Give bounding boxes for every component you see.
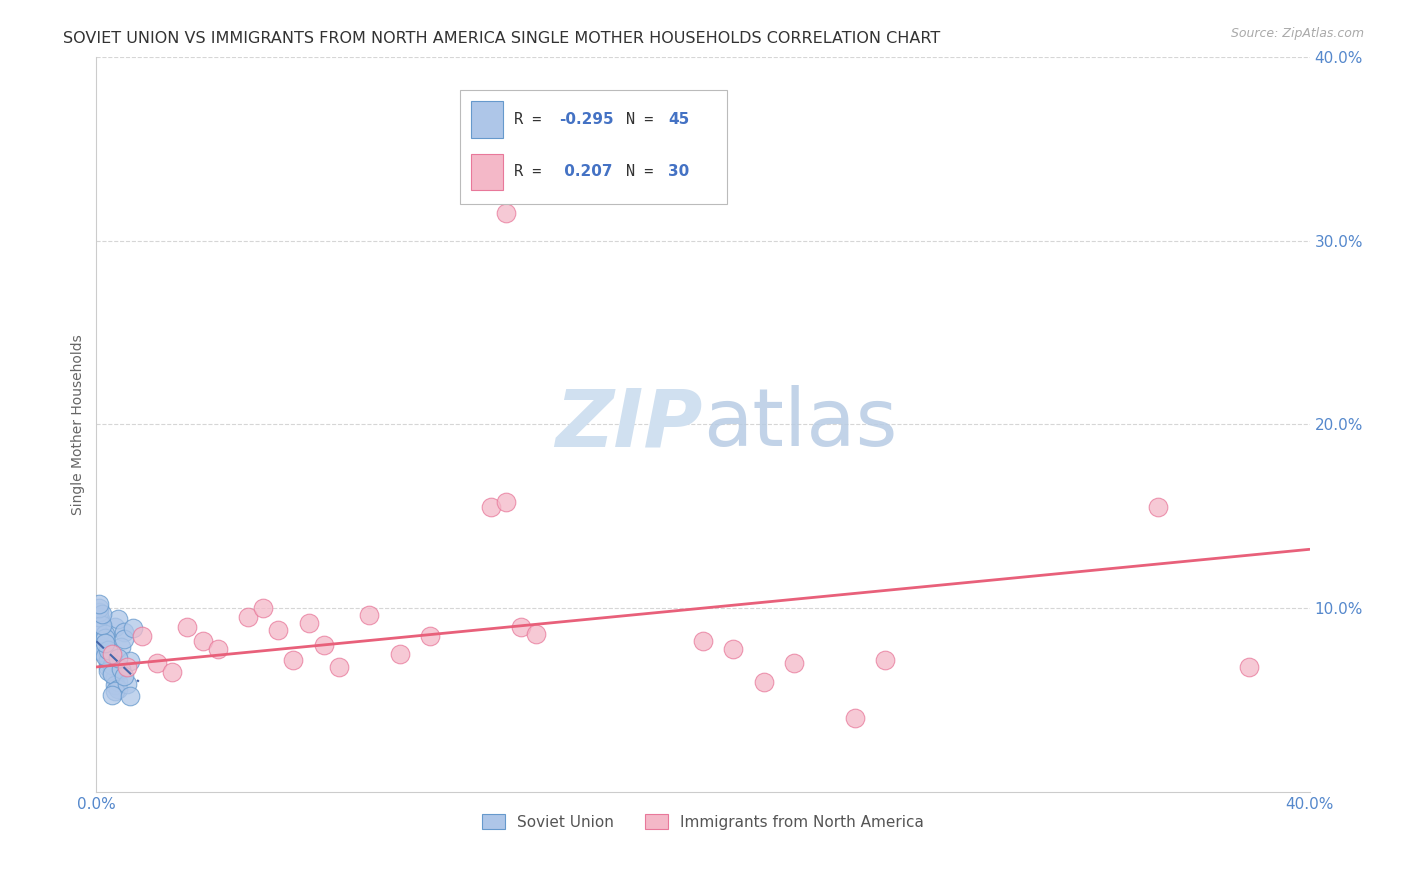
Point <box>91 624 114 638</box>
Point <box>207 641 229 656</box>
Text: SOVIET UNION VS IMMIGRANTS FROM NORTH AMERICA SINGLE MOTHER HOUSEHOLDS CORRELATI: SOVIET UNION VS IMMIGRANTS FROM NORTH AM… <box>63 31 941 46</box>
Point <box>91 634 114 648</box>
Point <box>312 638 335 652</box>
Point <box>97 652 120 666</box>
Point <box>94 631 117 645</box>
Legend: Soviet Union, Immigrants from North America: Soviet Union, Immigrants from North Amer… <box>477 807 929 836</box>
Point <box>97 643 120 657</box>
Point <box>112 669 135 683</box>
Point <box>89 601 111 615</box>
Point <box>252 601 274 615</box>
Point <box>388 647 411 661</box>
Point <box>100 688 122 702</box>
Point <box>131 629 153 643</box>
Point <box>283 652 305 666</box>
Point <box>267 624 290 638</box>
Point <box>1147 500 1170 514</box>
Point <box>873 652 896 666</box>
Point <box>495 206 517 220</box>
Point <box>118 655 141 669</box>
Point <box>176 619 198 633</box>
Point <box>510 619 533 633</box>
Point <box>97 657 120 671</box>
Point <box>94 636 117 650</box>
Point <box>524 627 547 641</box>
Text: atlas: atlas <box>703 385 897 463</box>
Point <box>118 690 141 704</box>
Point <box>160 665 183 680</box>
Point <box>121 621 143 635</box>
Point <box>97 664 120 678</box>
Point <box>91 617 114 632</box>
Point <box>103 678 125 692</box>
Point <box>723 641 745 656</box>
Point <box>100 658 122 673</box>
Point <box>100 650 122 665</box>
Point <box>100 647 122 661</box>
Point <box>100 667 122 681</box>
Text: ZIP: ZIP <box>555 385 703 463</box>
Point <box>692 634 714 648</box>
Text: Source: ZipAtlas.com: Source: ZipAtlas.com <box>1230 27 1364 40</box>
Point <box>89 605 111 619</box>
Point <box>89 598 111 612</box>
Point <box>479 500 502 514</box>
Point <box>89 638 111 652</box>
Point <box>236 610 259 624</box>
Point <box>110 640 132 654</box>
Point <box>115 660 138 674</box>
Point <box>94 647 117 661</box>
Point <box>100 665 122 680</box>
Point <box>495 494 517 508</box>
Point <box>103 671 125 685</box>
Y-axis label: Single Mother Households: Single Mother Households <box>72 334 86 515</box>
Point <box>752 674 775 689</box>
Point <box>146 657 169 671</box>
Point <box>115 676 138 690</box>
Point <box>94 648 117 663</box>
Point <box>94 627 117 641</box>
Point <box>359 608 381 623</box>
Point <box>298 615 321 630</box>
Point <box>94 641 117 656</box>
Point <box>89 610 111 624</box>
Point <box>107 681 129 696</box>
Point <box>107 650 129 665</box>
Point <box>112 625 135 640</box>
Point <box>191 634 214 648</box>
Point <box>783 657 806 671</box>
Point <box>107 674 129 689</box>
Point <box>419 629 441 643</box>
Point <box>91 629 114 643</box>
Point <box>110 662 132 676</box>
Point <box>107 612 129 626</box>
Point <box>97 660 120 674</box>
Point <box>91 607 114 621</box>
Point <box>103 684 125 698</box>
Point <box>112 632 135 647</box>
Point <box>103 619 125 633</box>
Point <box>91 645 114 659</box>
Point <box>1237 660 1260 674</box>
Point <box>844 711 866 725</box>
Point <box>328 660 350 674</box>
Point <box>89 615 111 630</box>
